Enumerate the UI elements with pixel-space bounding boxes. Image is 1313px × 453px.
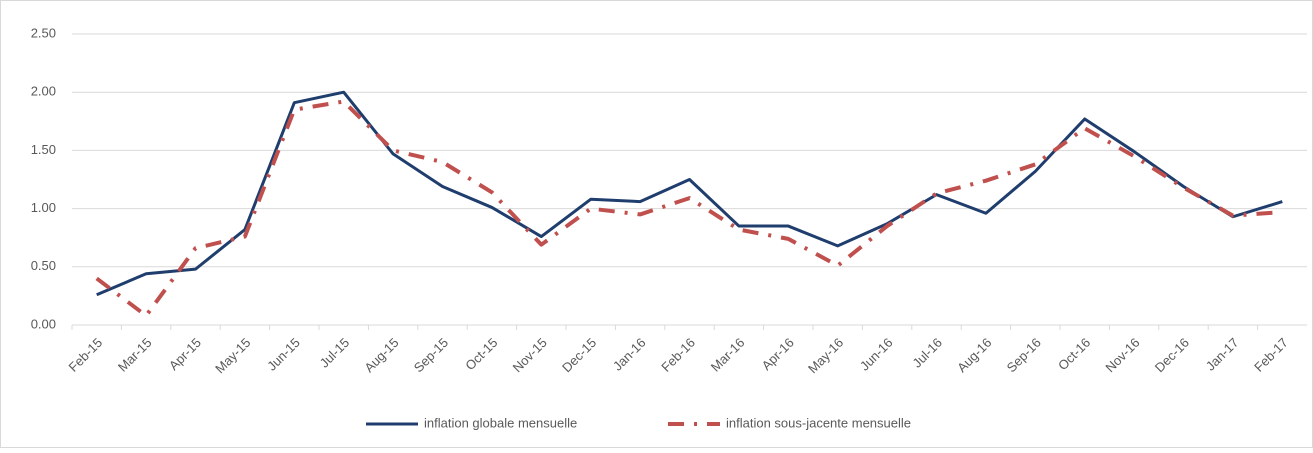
legend-label: inflation globale mensuelle xyxy=(424,415,577,430)
y-tick-label: 0.50 xyxy=(31,258,56,273)
series-line xyxy=(95,99,1283,318)
legend-label: inflation sous-jacente mensuelle xyxy=(726,415,911,430)
y-tick-label: 1.50 xyxy=(31,142,56,157)
y-tick-label: 0.00 xyxy=(31,316,56,331)
y-tick-label: 2.50 xyxy=(31,25,56,40)
series-line xyxy=(96,90,1283,297)
y-tick-label: 2.00 xyxy=(31,84,56,99)
y-tick-label: 1.00 xyxy=(31,200,56,215)
